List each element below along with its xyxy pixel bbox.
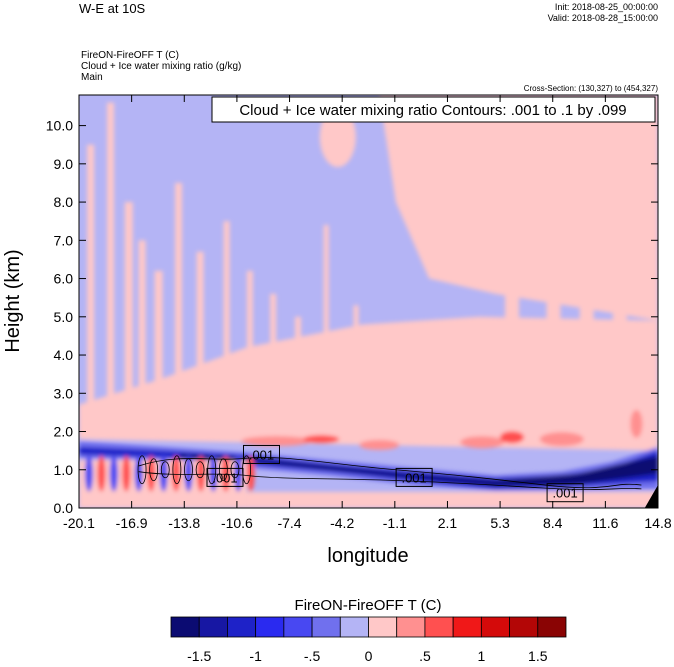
colorbar-tick-label: -1 xyxy=(249,648,262,664)
contour-label: .001 xyxy=(401,470,426,485)
x-tick-label: -16.9 xyxy=(116,515,148,531)
y-tick-label: 10.0 xyxy=(46,118,73,134)
y-axis-label: Height (km) xyxy=(2,249,24,352)
colorbar-swatch xyxy=(339,616,369,638)
contour-label-box xyxy=(395,467,433,487)
y-tick-label: 4.0 xyxy=(54,347,74,363)
x-tick-label: 11.6 xyxy=(592,515,618,531)
x-axis-label: longitude xyxy=(327,545,408,567)
x-tick-label: -20.1 xyxy=(63,515,95,531)
x-tick-label: -7.4 xyxy=(277,515,301,531)
contour-field-name: Cloud + Ice water mixing ratio (g/kg) xyxy=(81,61,242,72)
contour-label: .001 xyxy=(212,470,237,485)
cloud-contour-cell xyxy=(230,461,240,479)
init-time: Init: 2018-08-25_00:00:00 xyxy=(554,2,658,12)
colorbar-swatch xyxy=(480,616,510,638)
colorbar-label: FireON-FireOFF T (C) xyxy=(295,597,442,614)
y-tick-label: 3.0 xyxy=(54,385,74,401)
contour-label-box xyxy=(206,467,244,487)
cloud-contour-cell xyxy=(184,458,193,482)
x-tick-label: -4.2 xyxy=(330,515,354,531)
time-info: Init: 2018-08-25_00:00:00 Valid: 2018-08… xyxy=(548,2,658,24)
colorbar-swatch xyxy=(170,616,200,638)
cloud-contour-cell xyxy=(160,461,170,479)
x-tick-label: 14.8 xyxy=(644,515,671,531)
x-tick-label: 8.4 xyxy=(543,515,563,531)
field-name: FireON-FireOFF T (C) xyxy=(81,50,179,61)
y-tick-label: 0.0 xyxy=(54,500,74,516)
colorbar-swatch xyxy=(396,616,426,638)
y-tick-label: 1.0 xyxy=(54,462,74,478)
contour-label-box xyxy=(242,444,280,464)
colorbar-swatch xyxy=(283,616,313,638)
colorbar-swatch xyxy=(311,616,341,638)
plot-area: .001 .001 .001 .001 xyxy=(79,95,658,508)
y-tick-label: 2.0 xyxy=(54,424,74,440)
x-tick-label: -10.6 xyxy=(221,515,253,531)
plot-frame xyxy=(78,94,659,509)
cloud-contour-cell xyxy=(195,461,205,479)
contour-label: .001 xyxy=(552,486,577,501)
colorbar-swatch xyxy=(227,616,257,638)
colorbar-tick-label: 1 xyxy=(477,648,485,664)
field-info: FireON-FireOFF T (C) Cloud + Ice water m… xyxy=(81,50,241,83)
colorbar-swatch xyxy=(198,616,228,638)
cloud-contour-cell xyxy=(172,455,182,485)
colorbar-tick-label: 0 xyxy=(365,648,373,664)
x-tick-label: 2.1 xyxy=(438,515,458,531)
colorbar: -1.5 -1 -.5 0 .5 1 1.5 xyxy=(170,616,567,664)
colorbar-swatch xyxy=(452,616,482,638)
colorbar-tick-label: .5 xyxy=(419,648,431,664)
y-tick-label: 7.0 xyxy=(54,232,74,248)
cloud-contour-cell xyxy=(137,455,147,485)
cross-section-label: Cross-Section: (130,327) to (454,327) xyxy=(523,84,658,93)
contour-label: .001 xyxy=(249,447,274,462)
colorbar-tick-label: -.5 xyxy=(304,648,321,664)
y-tick-label: 5.0 xyxy=(54,309,74,325)
x-tick-label: -13.8 xyxy=(168,515,200,531)
cloud-contour-cell xyxy=(149,458,159,482)
contour-legend: Cloud + Ice water mixing ratio Contours:… xyxy=(211,96,656,123)
y-tick-label: 9.0 xyxy=(54,156,74,172)
colorbar-tick-label: -1.5 xyxy=(187,648,211,664)
colorbar-swatch xyxy=(368,616,398,638)
contour-legend-text: Cloud + Ice water mixing ratio Contours:… xyxy=(239,102,626,119)
cloud-contour-cell xyxy=(218,458,228,482)
cloud-contour-cell xyxy=(207,455,217,485)
plot-title: W-E at 10S xyxy=(79,1,146,16)
colorbar-swatch xyxy=(255,616,285,638)
valid-time: Valid: 2018-08-28_15:00:00 xyxy=(547,13,658,23)
y-tick-label: 8.0 xyxy=(54,194,74,210)
colorbar-swatch xyxy=(537,616,567,638)
contour-label-box xyxy=(546,483,584,503)
y-tick-label: 6.0 xyxy=(54,271,74,287)
colorbar-swatch xyxy=(424,616,454,638)
x-tick-label: 5.3 xyxy=(490,515,510,531)
x-tick-label: -1.1 xyxy=(383,515,407,531)
colorbar-tick-label: 1.5 xyxy=(528,648,548,664)
domain-name: Main xyxy=(81,72,103,83)
colorbar-swatch xyxy=(509,616,539,638)
